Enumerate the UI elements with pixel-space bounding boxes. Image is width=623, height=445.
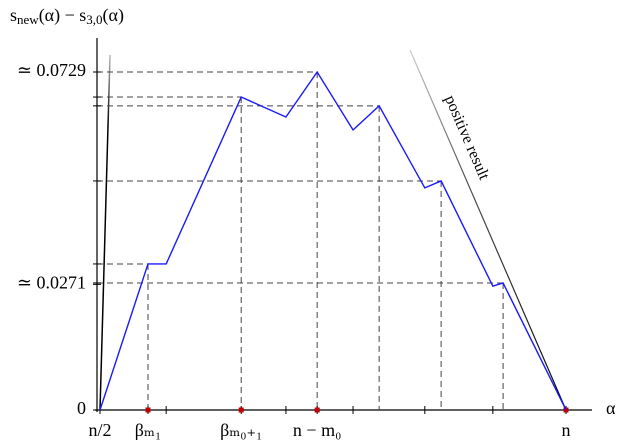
data-line [99, 70, 567, 411]
x-axis-label: α [606, 398, 616, 418]
x-tick-label: βₘ₁ [135, 420, 161, 440]
x-tick-label: n/2 [88, 420, 111, 440]
x-tick-label: n [562, 420, 571, 440]
y-label-part: new [17, 12, 39, 27]
reference-line [99, 54, 111, 411]
annotation: positive result [441, 93, 493, 183]
y-label-part: (α) − s [39, 5, 87, 26]
y-tick-label: ≃ 0.0271 [17, 272, 86, 292]
y-tick-label: ≃ 0.0729 [17, 60, 86, 80]
y-axis-label: snew(α) − s3,0(α) [10, 5, 124, 27]
x-tick-dot [314, 407, 320, 413]
y-tick-label: 0 [77, 398, 86, 418]
x-tick-label: βₘ₀₊₁ [220, 420, 262, 440]
positive-result-line [409, 49, 567, 411]
y-label-part: 3,0 [86, 12, 102, 27]
x-tick-dot [145, 407, 151, 413]
x-tick-dot [238, 407, 244, 413]
y-label-part: (α) [103, 5, 124, 26]
x-tick-label: n − m₀ [293, 420, 341, 440]
y-label-part: s [10, 5, 17, 25]
